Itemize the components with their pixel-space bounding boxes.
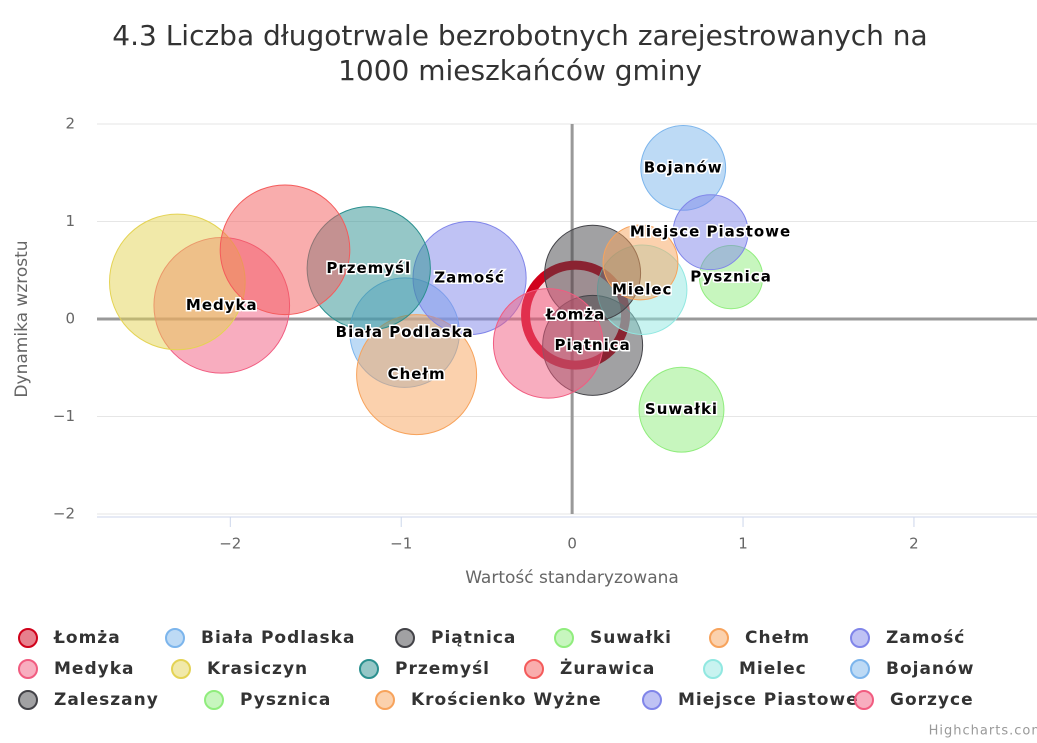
legend-symbol	[854, 690, 874, 710]
legend-symbol	[709, 628, 729, 648]
legend-label: Miejsce Piastowe	[678, 690, 859, 710]
legend-symbol	[395, 628, 415, 648]
legend-symbol	[204, 690, 224, 710]
legend-label: Biała Podlaska	[201, 628, 355, 648]
legend-label: Zamość	[886, 628, 965, 648]
data-label: Bojanów	[644, 158, 723, 176]
legend-label: Bojanów	[886, 659, 974, 679]
y-tick-label: −1	[53, 407, 75, 425]
bubble	[219, 184, 351, 316]
bubble	[672, 194, 749, 271]
legend-label: Pysznica	[240, 690, 331, 710]
legend-symbol	[171, 659, 191, 679]
legend-symbol	[359, 659, 379, 679]
data-label: Medyka	[186, 296, 258, 314]
legend-label: Zaleszany	[54, 690, 159, 710]
data-label: Mielec	[612, 280, 672, 298]
legend-label: Krościenko Wyżne	[411, 690, 602, 710]
data-label: Suwałki	[645, 400, 718, 418]
legend-symbol	[850, 628, 870, 648]
bubble	[602, 224, 679, 301]
x-tick-label: −2	[219, 535, 241, 553]
y-tick-label: 1	[65, 212, 75, 230]
x-tick-label: 2	[909, 535, 919, 553]
bubble	[638, 366, 725, 453]
legend-symbol	[554, 628, 574, 648]
legend-label: Gorzyce	[890, 690, 974, 710]
legend-symbol	[642, 690, 662, 710]
legend-symbol	[18, 659, 38, 679]
data-label: Piątnica	[555, 336, 631, 354]
legend-symbol	[18, 690, 38, 710]
legend-label: Mielec	[739, 659, 807, 679]
legend-label: Przemyśl	[395, 659, 490, 679]
legend-label: Żurawica	[560, 657, 655, 679]
credits: Highcharts.com	[929, 724, 1037, 739]
legend-label: Łomża	[53, 628, 121, 648]
data-label: Chełm	[388, 365, 446, 383]
legend-symbol	[703, 659, 723, 679]
bubble	[492, 288, 604, 399]
x-axis-title: Wartość standaryzowana	[465, 568, 679, 588]
chart-title: 1000 mieszkańców gminy	[338, 54, 702, 87]
data-label: Miejsce Piastowe	[630, 223, 791, 241]
data-label: Biała Podlaska	[336, 323, 474, 341]
y-axis-title: Dynamika wzrostu	[12, 240, 32, 397]
y-tick-label: 0	[65, 310, 75, 328]
y-tick-label: 2	[65, 115, 75, 133]
legend-symbol	[375, 690, 395, 710]
legend-symbol	[18, 628, 38, 648]
x-tick-label: −1	[390, 535, 412, 553]
legend-symbol	[850, 659, 870, 679]
legend-symbol	[524, 659, 544, 679]
data-label: Zamość	[434, 269, 505, 287]
legend-label: Suwałki	[590, 628, 672, 648]
x-tick-label: 1	[738, 535, 748, 553]
y-tick-label: −2	[53, 505, 75, 523]
data-label: Przemyśl	[326, 259, 411, 277]
legend-label: Krasiczyn	[207, 659, 308, 679]
legend-symbol	[165, 628, 185, 648]
chart-title: 4.3 Liczba długotrwale bezrobotnych zare…	[112, 19, 927, 52]
data-label: Pysznica	[690, 268, 772, 286]
legend-label: Medyka	[54, 659, 134, 679]
x-tick-label: 0	[567, 535, 577, 553]
data-label: Łomża	[545, 306, 605, 324]
legend-label: Chełm	[745, 628, 810, 648]
legend-label: Piątnica	[431, 628, 516, 648]
bubble	[356, 314, 478, 436]
